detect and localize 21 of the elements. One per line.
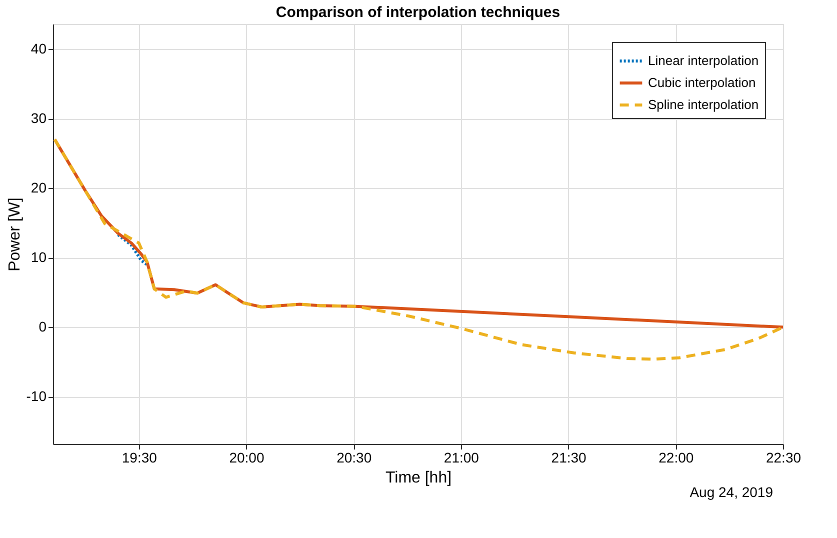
legend-label: Cubic interpolation: [648, 75, 756, 90]
y-axis-title: Power [W]: [6, 198, 24, 272]
y-tick-label: 20: [30, 180, 47, 196]
y-tick-label: 40: [30, 40, 47, 57]
legend-label: Spline interpolation: [648, 97, 759, 112]
y-tick-label: 10: [30, 249, 47, 266]
legend-label: Linear interpolation: [648, 53, 759, 68]
line-series: [116, 233, 149, 266]
x-tick-label: 20:00: [229, 450, 264, 466]
chart-title: Comparison of interpolation techniques: [276, 4, 560, 21]
x-tick-label: 20:30: [336, 450, 372, 466]
text: Aug 24, 2019: [690, 484, 774, 500]
x-tick-label: 19:30: [122, 450, 158, 466]
y-tick-label: 30: [30, 110, 47, 126]
x-tick-label: 22:30: [766, 450, 802, 466]
x-tick-label: 21:00: [444, 450, 480, 466]
x-tick-label: 21:30: [551, 450, 587, 466]
y-tick-label: -10: [26, 388, 47, 404]
y-tick-label: 0: [38, 318, 47, 335]
x-tick-label: 22:00: [658, 450, 694, 466]
x-axis-title: Time [hh]: [385, 470, 452, 486]
